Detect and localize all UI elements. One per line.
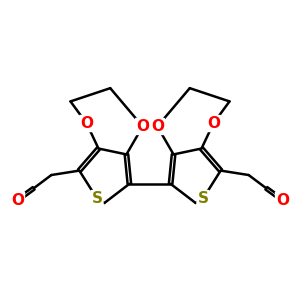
Text: O: O bbox=[151, 119, 164, 134]
Text: O: O bbox=[80, 116, 93, 131]
Text: O: O bbox=[276, 193, 289, 208]
Text: O: O bbox=[207, 116, 220, 131]
Text: S: S bbox=[92, 191, 103, 206]
Text: S: S bbox=[197, 191, 208, 206]
Text: O: O bbox=[11, 193, 24, 208]
Text: O: O bbox=[136, 119, 149, 134]
